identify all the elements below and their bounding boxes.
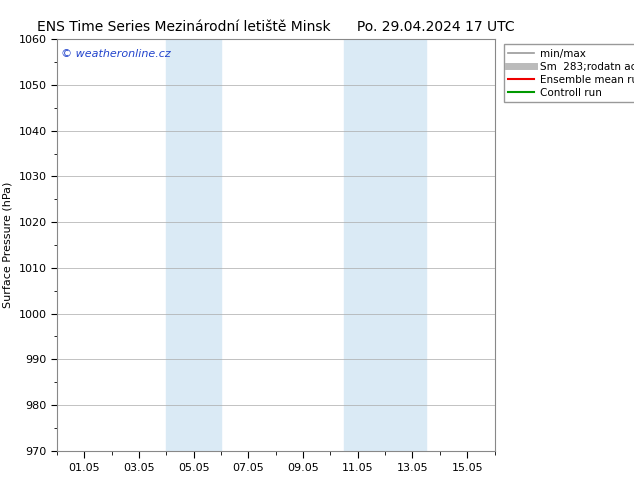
Text: © weatheronline.cz: © weatheronline.cz <box>61 49 171 59</box>
Legend: min/max, Sm  283;rodatn acute; odchylka, Ensemble mean run, Controll run: min/max, Sm 283;rodatn acute; odchylka, … <box>504 45 634 102</box>
Bar <box>166 39 221 451</box>
Title: ENS Time Series Mezinárodní letiště Minsk      Po. 29.04.2024 17 UTC: ENS Time Series Mezinárodní letiště Mins… <box>37 20 515 34</box>
Bar <box>344 39 426 451</box>
Y-axis label: Surface Pressure (hPa): Surface Pressure (hPa) <box>3 182 13 308</box>
